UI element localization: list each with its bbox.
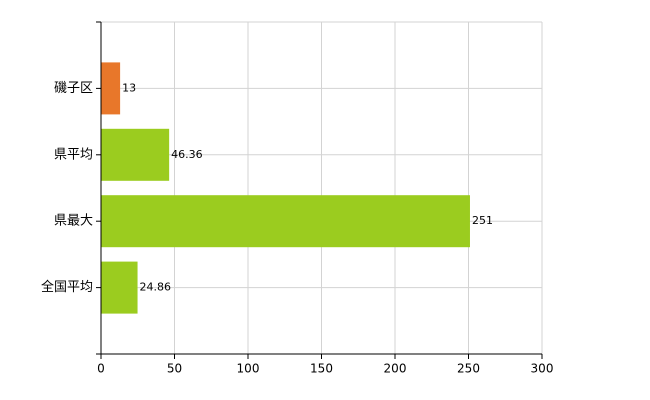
bar [101, 261, 138, 314]
data-label: 13 [122, 81, 136, 94]
y-tick-label: 全国平均 [41, 279, 93, 295]
x-tick-label: 50 [167, 362, 182, 376]
bar [101, 62, 121, 115]
data-label: 251 [472, 214, 493, 227]
bar [101, 195, 470, 248]
y-tick-label: 磯子区 [54, 81, 93, 96]
data-label: 24.86 [140, 281, 172, 294]
y-tick-label: 県平均 [54, 147, 93, 162]
x-tick-label: 150 [310, 362, 333, 376]
data-label: 46.36 [171, 148, 203, 161]
x-tick-label: 0 [97, 362, 105, 376]
bar [101, 128, 170, 181]
x-tick-label: 300 [531, 362, 554, 376]
x-tick-label: 100 [237, 362, 260, 376]
x-tick-label: 200 [384, 362, 407, 376]
x-tick-label: 250 [457, 362, 480, 376]
y-tick-label: 県最大 [54, 214, 93, 229]
